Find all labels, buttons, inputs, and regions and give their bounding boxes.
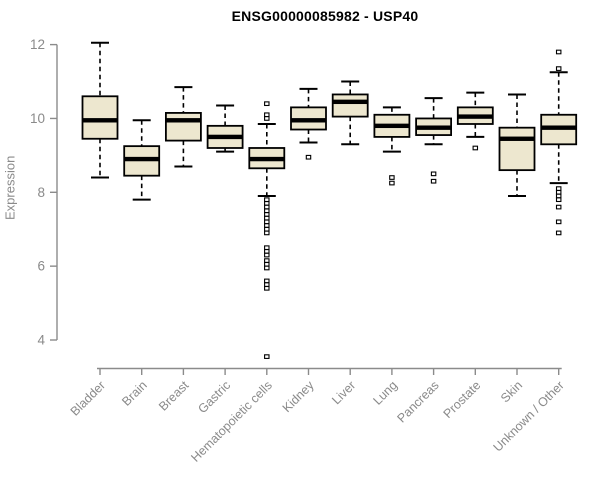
median-line [291,118,326,123]
outlier-point [264,249,270,254]
outlier-point [430,178,437,184]
iqr-box [81,95,119,140]
outlier-point [264,116,270,121]
x-tick-label: Brain [119,378,150,409]
outlier-point [264,223,270,228]
median-line [165,118,201,123]
outlier-point [555,186,562,191]
outlier-point [555,193,562,199]
outlier-point [264,197,270,203]
outlier-point [264,208,270,214]
box-prostate: Prostate [441,91,494,421]
outlier-point [264,245,270,251]
box-bladder: Bladder [68,41,119,419]
iqr-box [164,112,202,142]
median-line [82,118,118,123]
x-tick-label: Breast [156,378,192,414]
outlier-point [264,201,270,206]
chart-title: ENSG00000085982 - USP40 [231,8,419,24]
outlier-point [264,230,270,236]
outlier-point [555,230,562,236]
outlier-point [305,154,312,160]
median-line [541,125,577,130]
iqr-box [498,126,536,172]
outlier-point [264,261,270,267]
outlier-point [555,197,562,203]
y-tick-label: 8 [37,185,45,200]
x-tick-label: Prostate [441,378,484,421]
median-line [124,156,160,162]
outlier-point [264,112,270,118]
box-skin: Skin [498,93,536,405]
box-lung: Lung [370,106,411,408]
x-tick-label: Skin [498,378,525,405]
iqr-box [331,93,369,118]
outlier-point [555,189,562,195]
median-line [416,125,452,130]
box-kidney: Kidney [280,87,327,415]
x-tick-label: Unknown / Other [491,378,567,454]
box-brain: Brain [119,119,161,409]
median-line [249,156,285,162]
y-tick-label: 4 [37,333,45,348]
outlier-point [472,145,479,151]
outlier-point [264,212,270,217]
median-line [374,123,410,129]
x-tick-label: Kidney [280,378,317,415]
x-tick-label: Pancreas [394,378,441,425]
x-tick-label: Gastric [195,378,233,416]
box-breast: Breast [156,86,202,414]
box-gastric: Gastric [195,104,244,416]
outlier-point [264,204,270,210]
x-tick-label: Hematopoietic cells [188,378,275,465]
outlier-point [264,101,270,107]
outlier-point [264,354,270,359]
outlier-point [264,265,270,271]
outlier-point [555,204,562,210]
y-tick-label: 10 [30,111,45,126]
outlier-point [555,66,562,71]
outlier-point [264,285,270,291]
outlier-point [430,171,437,177]
outlier-point [389,175,395,180]
outlier-point [264,219,270,225]
box-pancreas: Pancreas [394,97,453,425]
x-tick-label: Liver [329,378,358,407]
y-tick-label: 12 [30,37,45,52]
outlier-point [555,219,562,225]
x-tick-label: Bladder [68,378,108,418]
x-tick-label: Lung [370,378,400,408]
median-line [332,99,368,105]
outlier-point [264,226,270,232]
box-liver: Liver [329,80,369,407]
y-tick-label: 6 [37,259,45,274]
outlier-point [555,49,562,55]
outlier-point [264,252,270,258]
outlier-point [264,215,270,221]
median-line [499,136,535,141]
outlier-point [389,180,395,186]
median-line [207,134,243,140]
outlier-point [264,258,270,263]
median-line [457,114,493,119]
outlier-point [264,282,270,287]
outlier-point [264,278,270,284]
